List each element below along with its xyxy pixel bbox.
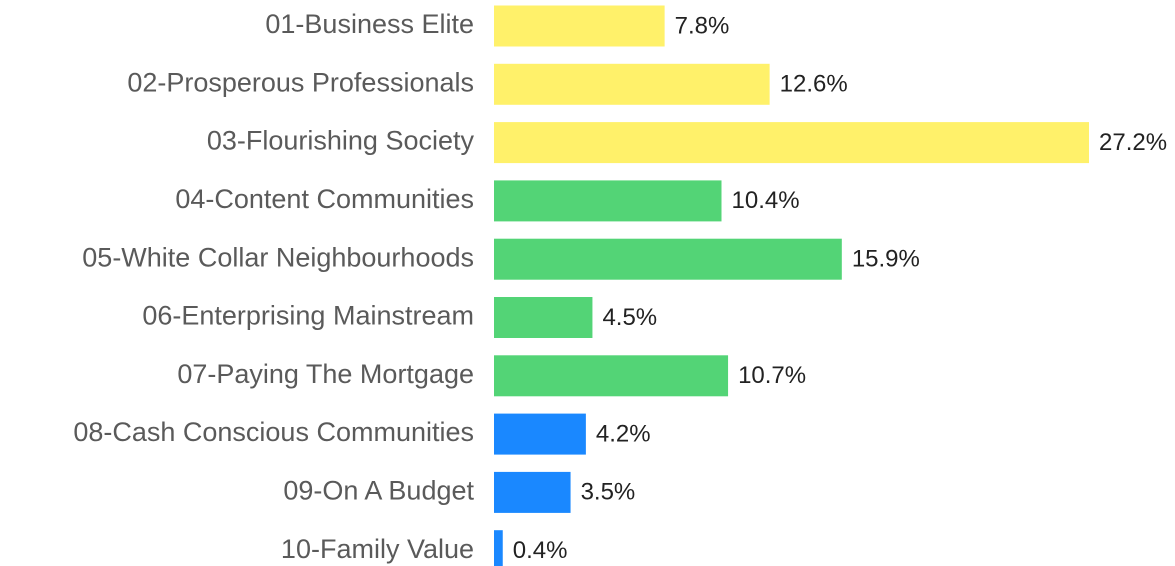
bar: [494, 5, 665, 47]
value-label: 4.2%: [596, 420, 651, 447]
bar: [494, 63, 770, 105]
value-label: 3.5%: [581, 479, 636, 506]
category-label: 02-Prosperous Professionals: [127, 67, 474, 97]
category-label: 10-Family Value: [281, 534, 474, 564]
value-label: 4.5%: [602, 304, 657, 331]
bar: [494, 122, 1089, 164]
category-label: 04-Content Communities: [175, 184, 474, 214]
value-label: 0.4%: [513, 537, 568, 564]
category-label: 03-Flourishing Society: [207, 126, 475, 156]
category-label: 09-On A Budget: [283, 476, 474, 506]
category-label: 08-Cash Conscious Communities: [73, 417, 474, 447]
value-label: 27.2%: [1099, 129, 1167, 156]
bar: [494, 180, 722, 222]
value-label: 15.9%: [852, 246, 920, 273]
value-label: 12.6%: [780, 71, 848, 98]
bar: [494, 355, 729, 397]
bar: [494, 471, 571, 513]
bar: [494, 530, 503, 566]
bar: [494, 297, 593, 338]
value-label: 10.7%: [738, 362, 806, 389]
category-label: 07-Paying The Mortgage: [177, 359, 474, 389]
category-label: 05-White Collar Neighbourhoods: [82, 242, 474, 272]
bar: [494, 238, 842, 280]
category-label: 06-Enterprising Mainstream: [142, 301, 474, 331]
value-label: 10.4%: [732, 187, 800, 214]
category-label: 01-Business Elite: [265, 9, 474, 39]
bar: [494, 413, 586, 455]
value-label: 7.8%: [675, 12, 730, 39]
